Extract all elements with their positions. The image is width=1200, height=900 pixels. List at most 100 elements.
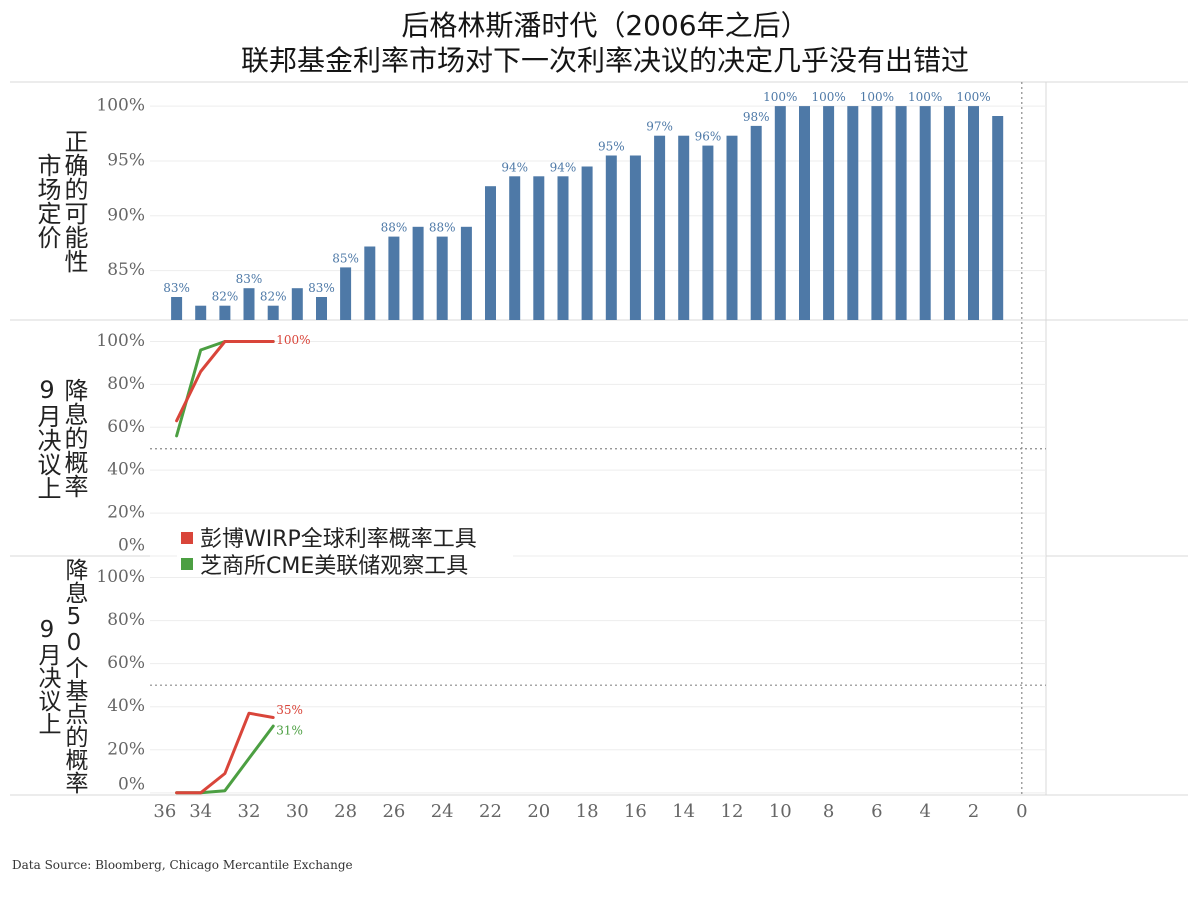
- x-tick-label: 6: [871, 801, 882, 822]
- x-tick-label: 28: [334, 801, 357, 822]
- x-tick-label: 8: [823, 801, 834, 822]
- x-tick-label: 0: [1016, 801, 1027, 822]
- y-tick-label: 20%: [107, 739, 145, 759]
- y-axis-label-text: 9月决议上 降息50个基点的概率: [33, 558, 87, 794]
- x-tick-label: 26: [382, 801, 405, 822]
- series-line: [175, 711, 275, 795]
- bar-data-label: 85%: [332, 251, 359, 265]
- bar-data-label: 94%: [501, 160, 528, 174]
- bar: [799, 106, 810, 320]
- bar-data-label: 88%: [429, 221, 456, 235]
- bar: [267, 305, 279, 320]
- legend-background: [177, 523, 513, 577]
- y-axis-label-panel-3: 9月决议上 降息50个基点的概率: [20, 556, 100, 795]
- legend-swatch-bloomberg: [181, 532, 193, 544]
- y-axis-label-line: 降息50个基点的概率: [61, 557, 87, 794]
- series-line: [175, 340, 275, 423]
- bar: [895, 106, 907, 320]
- y-tick-label: 0%: [118, 775, 145, 795]
- y-tick-label: 95%: [107, 150, 145, 170]
- bar-data-label: 100%: [956, 90, 990, 104]
- x-tick-label: 18: [576, 801, 599, 822]
- bar: [847, 106, 859, 320]
- x-tick-label: 36: [153, 801, 176, 822]
- y-tick-label: 100%: [96, 567, 145, 587]
- y-axis-label-text: 9月决议上 降息的概率: [33, 376, 88, 500]
- y-axis-label-panel-1: 市场定价 正确的可能性: [20, 82, 100, 320]
- series-line: [175, 724, 275, 795]
- x-tick-label: 30: [286, 801, 309, 822]
- bar-data-label: 94%: [550, 160, 577, 174]
- y-axis-label-line: 9月决议上: [34, 616, 60, 735]
- bar-data-label: 88%: [381, 221, 408, 235]
- bar-data-label: 100%: [763, 90, 797, 104]
- chart-title-line-1: 后格林斯潘时代（2006年之后）: [401, 9, 809, 42]
- bar: [436, 236, 448, 320]
- bar: [171, 297, 183, 320]
- x-tick-label: 32: [238, 801, 261, 822]
- legend: 彭博WIRP全球利率概率工具 芝商所CME美联储观察工具: [177, 523, 513, 579]
- y-tick-label: 60%: [107, 417, 145, 437]
- x-tick-label: 34: [189, 801, 212, 822]
- legend-label-cme: 芝商所CME美联储观察工具: [200, 554, 468, 579]
- bar-data-label: 83%: [236, 272, 263, 286]
- x-tick-label: 10: [769, 801, 792, 822]
- y-tick-label: 60%: [107, 653, 145, 673]
- series-end-label: 100%: [276, 333, 310, 347]
- x-tick-label: 16: [624, 801, 647, 822]
- bar: [581, 166, 593, 320]
- y-tick-label: 80%: [107, 374, 145, 394]
- bar: [412, 226, 424, 320]
- marks-layer: [171, 106, 1004, 795]
- y-tick-label: 90%: [107, 205, 145, 225]
- y-axis-label-line: 降息的概率: [60, 378, 88, 498]
- chart-title-line-2: 联邦基金利率市场对下一次利率决议的决定几乎没有出错过: [240, 44, 969, 77]
- bar: [823, 106, 835, 320]
- bar-data-label: 95%: [598, 140, 625, 154]
- y-tick-label: 20%: [107, 503, 145, 523]
- legend-label-bloomberg: 彭博WIRP全球利率概率工具: [200, 527, 477, 552]
- series-end-label: 35%: [276, 703, 303, 717]
- x-tick-label: 22: [479, 801, 502, 822]
- bar: [509, 176, 521, 320]
- y-axis-label-panel-2: 9月决议上 降息的概率: [20, 320, 100, 556]
- bar: [485, 186, 496, 320]
- y-tick-label: 100%: [96, 331, 145, 351]
- y-axis-label-line: 市场定价: [33, 153, 61, 249]
- x-tick-label: 12: [721, 801, 744, 822]
- legend-swatch-cme: [181, 558, 193, 570]
- y-tick-label: 40%: [107, 460, 145, 480]
- y-axis-label-line: 正确的可能性: [60, 129, 88, 273]
- y-tick-label: 100%: [96, 96, 145, 116]
- x-tick-label: 2: [968, 801, 979, 822]
- bar-data-label: 98%: [743, 110, 770, 124]
- bar: [943, 106, 955, 320]
- bar-data-label: 82%: [212, 290, 239, 304]
- y-tick-label: 80%: [107, 610, 145, 630]
- bar: [364, 246, 376, 320]
- bar-data-label: 83%: [308, 281, 335, 295]
- bar-data-label: 100%: [860, 90, 894, 104]
- bar: [557, 176, 569, 320]
- bar: [702, 145, 714, 320]
- labels-layer: 85%90%95%100%83%82%83%82%83%85%88% 88%94%…: [96, 90, 1027, 822]
- bar: [992, 116, 1004, 320]
- y-axis-label-line: 9月决议上: [33, 376, 61, 500]
- bar: [243, 288, 255, 320]
- bar-data-label: 97%: [646, 120, 673, 134]
- bar: [968, 106, 979, 320]
- bar-data-label: 100%: [811, 90, 845, 104]
- bar-data-label: 83%: [163, 281, 190, 295]
- x-tick-label: 14: [672, 801, 695, 822]
- bar: [219, 305, 231, 320]
- bar: [533, 176, 545, 320]
- bar: [605, 155, 617, 320]
- x-tick-label: 20: [527, 801, 550, 822]
- y-tick-label: 40%: [107, 696, 145, 716]
- y-tick-label: 0%: [118, 536, 145, 556]
- bar: [629, 155, 641, 320]
- bar: [871, 106, 883, 320]
- bar: [388, 236, 400, 320]
- y-axis-label-text: 市场定价 正确的可能性: [33, 129, 88, 273]
